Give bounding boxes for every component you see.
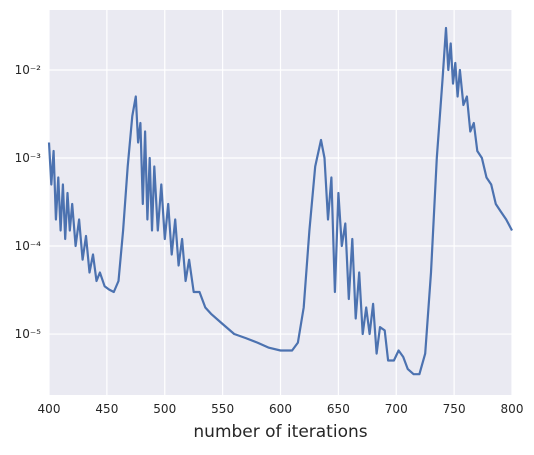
x-tick-label: 550 <box>211 402 234 416</box>
data-line <box>47 26 513 376</box>
x-tick-label: 700 <box>385 402 408 416</box>
x-tick-label: 800 <box>501 402 524 416</box>
x-tick-label: 500 <box>153 402 176 416</box>
x-tick-label: 450 <box>95 402 118 416</box>
y-tick-label: 10⁻⁴ <box>15 239 42 253</box>
y-tick-label: 10⁻² <box>15 63 42 77</box>
x-tick-label: 750 <box>443 402 466 416</box>
x-tick-label: 400 <box>38 402 61 416</box>
x-tick-label: 600 <box>269 402 292 416</box>
y-tick-label: 10⁻³ <box>15 151 42 165</box>
y-tick-label: 10⁻⁵ <box>15 327 42 341</box>
x-tick-label: 650 <box>327 402 350 416</box>
x-axis-label: number of iterations <box>193 422 367 442</box>
